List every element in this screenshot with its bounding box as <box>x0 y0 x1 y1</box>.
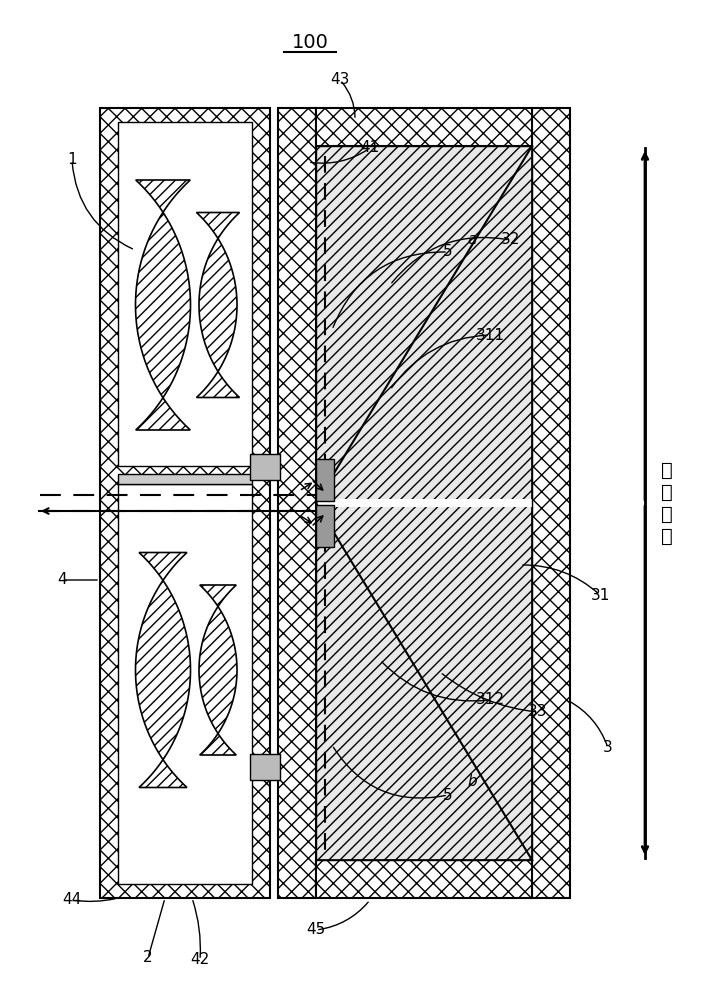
Bar <box>316 459 334 501</box>
Bar <box>100 108 270 898</box>
Polygon shape <box>316 503 532 860</box>
Polygon shape <box>136 552 190 788</box>
Text: 312: 312 <box>476 692 505 708</box>
Text: 42: 42 <box>190 952 209 968</box>
Bar <box>316 860 532 898</box>
Text: 311: 311 <box>476 328 505 342</box>
Text: 5: 5 <box>443 788 452 802</box>
Bar <box>118 484 252 884</box>
Text: 2: 2 <box>144 950 153 966</box>
Bar <box>250 454 280 480</box>
Text: 31: 31 <box>590 587 609 602</box>
Text: 44: 44 <box>62 892 81 908</box>
Text: a: a <box>467 232 477 247</box>
Bar <box>278 108 316 898</box>
Text: 33: 33 <box>528 704 548 720</box>
Text: 45: 45 <box>306 922 326 938</box>
Polygon shape <box>197 213 240 397</box>
Polygon shape <box>136 180 190 430</box>
Text: 32: 32 <box>501 232 520 247</box>
Text: 100: 100 <box>291 32 329 51</box>
Text: 43: 43 <box>330 73 350 88</box>
Text: 5: 5 <box>443 244 452 259</box>
Polygon shape <box>316 146 532 503</box>
Bar <box>250 754 280 780</box>
Bar <box>532 108 570 898</box>
Text: 41: 41 <box>361 140 380 155</box>
Text: b: b <box>467 774 477 790</box>
Text: 第
一
方
向: 第 一 方 向 <box>661 460 673 546</box>
Bar <box>118 474 252 484</box>
Text: 4: 4 <box>57 572 67 587</box>
Polygon shape <box>199 585 237 755</box>
Bar <box>316 108 532 146</box>
Bar <box>316 505 334 547</box>
Text: 3: 3 <box>603 740 613 756</box>
Bar <box>118 122 252 466</box>
Text: 1: 1 <box>67 152 77 167</box>
Bar <box>316 499 532 507</box>
